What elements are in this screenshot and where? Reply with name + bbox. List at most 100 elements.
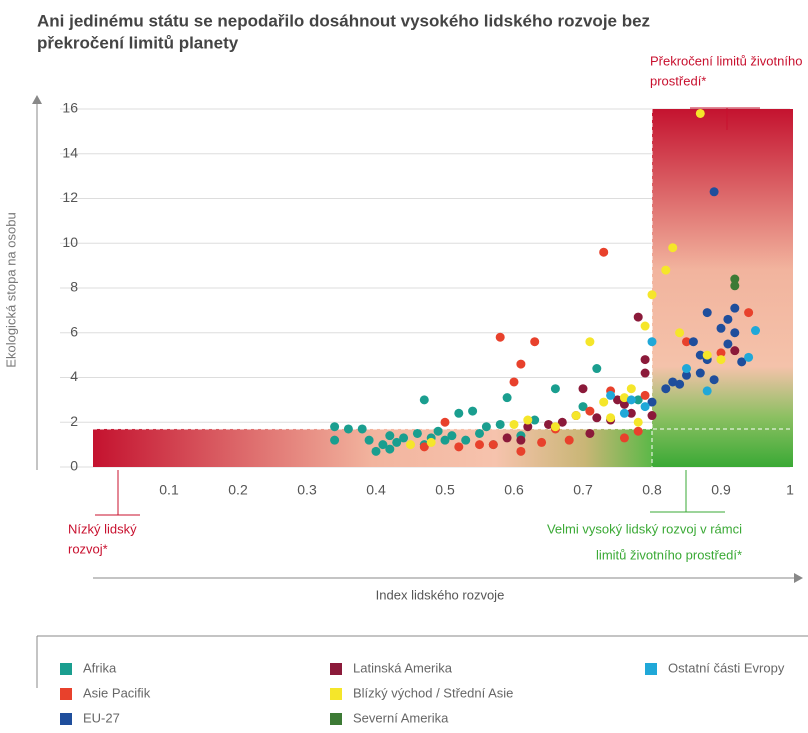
y-tick-label: 16 <box>62 100 78 116</box>
y-tick-label: 4 <box>70 368 78 384</box>
annotation: Překročení limitů životního <box>650 53 802 68</box>
legend-swatch <box>60 663 72 675</box>
legend-swatch <box>330 688 342 700</box>
y-tick-label: 0 <box>70 458 78 474</box>
x-tick-label: 0.8 <box>642 482 662 498</box>
point <box>723 314 733 324</box>
point <box>647 411 657 421</box>
point <box>744 352 754 362</box>
point <box>578 384 588 394</box>
legend-swatch <box>60 688 72 700</box>
legend-label: Severní Amerika <box>353 710 449 725</box>
low-footprint-region <box>93 428 652 467</box>
point <box>378 440 388 450</box>
point <box>730 303 740 313</box>
point <box>682 337 691 347</box>
point <box>385 431 395 441</box>
point <box>454 442 464 452</box>
point <box>530 337 540 347</box>
point <box>599 247 609 257</box>
point <box>640 402 650 412</box>
point <box>619 433 629 443</box>
x-tick-label: 0.3 <box>297 482 317 498</box>
x-tick-label: 1 <box>786 482 794 498</box>
point <box>564 435 574 445</box>
point <box>475 428 484 438</box>
point <box>481 422 491 432</box>
point <box>488 440 498 450</box>
high-hdi-region <box>652 109 793 467</box>
point <box>495 332 505 342</box>
point <box>475 440 484 450</box>
point <box>440 417 450 427</box>
point <box>385 444 395 454</box>
point <box>357 424 367 434</box>
point <box>619 408 629 418</box>
point <box>716 355 726 365</box>
point <box>613 395 622 405</box>
point <box>633 426 643 436</box>
point <box>606 413 616 423</box>
point <box>709 375 719 385</box>
point <box>661 265 671 275</box>
legend-label: Latinská Amerika <box>353 660 453 675</box>
point <box>633 312 643 322</box>
annotation: Nízký lidský <box>68 521 137 536</box>
point <box>530 415 540 425</box>
point <box>599 397 609 407</box>
point <box>406 440 415 450</box>
point <box>571 411 581 421</box>
legend-swatch <box>645 663 657 675</box>
point <box>330 422 340 432</box>
point <box>606 390 616 400</box>
point <box>682 370 691 380</box>
x-tick-label: 0.1 <box>159 482 179 498</box>
point <box>695 108 705 118</box>
axis-arrow <box>794 573 803 583</box>
point <box>695 368 705 378</box>
annotation: limitů životního prostředí* <box>596 547 742 562</box>
point <box>592 364 602 374</box>
point <box>640 368 650 378</box>
point <box>647 337 657 347</box>
point <box>702 350 712 360</box>
point <box>647 290 657 300</box>
point <box>723 339 733 349</box>
point <box>702 386 712 396</box>
point <box>523 415 533 425</box>
legend-swatch <box>60 713 72 725</box>
point <box>633 417 643 427</box>
point <box>688 337 698 347</box>
legend-label: Ostatní části Evropy <box>668 660 785 675</box>
point <box>640 355 650 365</box>
legend-label: Blízký východ / Střední Asie <box>353 685 513 700</box>
point <box>633 395 643 405</box>
x-tick-label: 0.4 <box>366 482 386 498</box>
legend-label: Afrika <box>83 660 117 675</box>
point <box>516 435 526 445</box>
point <box>716 323 726 333</box>
chart-title: překročení limitů planety <box>37 33 239 52</box>
point <box>509 419 519 429</box>
point <box>502 393 512 403</box>
annotation: Velmi vysoký lidský rozvoj v rámci <box>547 521 742 536</box>
x-tick-label: 0.5 <box>435 482 455 498</box>
point <box>440 435 450 445</box>
point <box>585 337 595 347</box>
y-tick-label: 10 <box>62 234 78 250</box>
legend-label: Asie Pacifik <box>83 685 151 700</box>
point <box>495 419 505 429</box>
point <box>737 357 747 367</box>
point <box>399 433 409 443</box>
point <box>744 308 754 318</box>
point <box>550 384 560 394</box>
point <box>447 431 457 441</box>
annotation: rozvoj* <box>68 541 108 556</box>
point <box>751 326 760 336</box>
point <box>412 428 422 438</box>
point <box>730 274 740 284</box>
point <box>419 442 429 452</box>
annotation: prostředí* <box>650 73 706 88</box>
point <box>640 321 650 331</box>
